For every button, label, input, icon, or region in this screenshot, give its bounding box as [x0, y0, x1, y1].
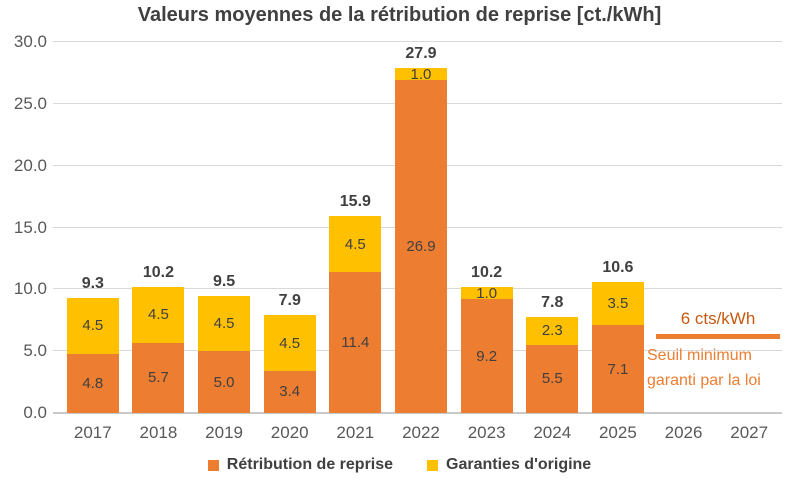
x-tick-label-2020: 2020 — [270, 423, 309, 442]
bar-segment-garanties-2018: 4.5 — [132, 286, 185, 343]
bar-total-label-2023: 10.2 — [471, 263, 503, 281]
y-tick-label: 15.0 — [13, 217, 47, 237]
bar-segment-retribution-2023: 9.2 — [460, 299, 513, 413]
bar-segment-garanties-2019: 4.5 — [198, 295, 251, 352]
bar-total-label-2020: 7.9 — [278, 292, 301, 310]
stacked-bar-2018: 4.5 5.7 — [132, 286, 185, 413]
bar-total-label-2017: 9.3 — [81, 275, 104, 292]
bar-slot-2022: 1.0 26.9 27.9 — [388, 42, 454, 413]
bar-total-label-2025: 10.6 — [602, 258, 634, 276]
legend-item-retribution: Rétribution de reprise — [207, 456, 394, 474]
bar-total-label-2018: 10.2 — [142, 263, 174, 281]
bar-segment-garanties-2024: 2.3 — [526, 316, 579, 345]
x-tick-label-2019: 2019 — [205, 423, 243, 442]
legend-item-garanties: Garanties d'origine — [427, 456, 591, 474]
bar-slot-2021: 4.5 11.4 15.9 — [323, 42, 389, 413]
y-tick-label: 25.0 — [13, 93, 47, 113]
bar-slot-2024: 2.3 5.5 7.8 — [519, 42, 585, 413]
bar-segment-garanties-2025: 3.5 — [591, 281, 644, 326]
chart-title: Valeurs moyennes de la rétribution de re… — [137, 4, 662, 26]
x-tick-label-2027: 2027 — [730, 423, 769, 442]
bar-slot-2017: 4.5 4.8 9.3 — [60, 42, 126, 413]
plot-area: 4.5 4.8 9.3 4.5 5.7 10.2 4.5 5.0 9.5 4.5 3.4 7.9 4.5… — [53, 41, 782, 414]
y-tick-label: 30.0 — [13, 32, 47, 51]
stacked-bar-2024: 2.3 5.5 — [526, 316, 579, 413]
x-tick-label-2018: 2018 — [139, 423, 178, 442]
legend-swatch-garanties-icon — [427, 459, 439, 471]
threshold-value-label: 6 cts/kWh — [680, 308, 756, 328]
bar-segment-garanties-2021: 4.5 — [329, 216, 382, 273]
bar-segment-retribution-2017: 4.8 — [66, 353, 119, 413]
bar-slot-2018: 4.5 5.7 10.2 — [126, 42, 192, 413]
bar-segment-retribution-2020: 3.4 — [263, 370, 316, 413]
x-axis: 2017 2018 2019 2020 2021 2022 2023 2024 2025 2026… — [60, 421, 782, 445]
gridline — [53, 41, 782, 42]
bar-slot-2023: 1.0 9.2 10.2 — [454, 42, 520, 413]
bar-segment-retribution-2021: 11.4 — [329, 272, 382, 413]
bar-segment-retribution-2018: 5.7 — [132, 342, 185, 413]
legend-swatch-retribution-icon — [207, 459, 219, 471]
x-tick-label-2023: 2023 — [467, 423, 506, 442]
stacked-bar-2019: 4.5 5.0 — [198, 295, 251, 413]
x-tick-label-2017: 2017 — [73, 423, 112, 442]
bar-segment-retribution-2024: 5.5 — [526, 344, 579, 413]
y-tick-label: 5.0 — [23, 341, 47, 361]
y-tick-label: 20.0 — [13, 155, 47, 175]
stacked-bar-2017: 4.5 4.8 — [66, 298, 119, 413]
x-tick-label-2021: 2021 — [336, 423, 375, 442]
legend: Rétribution de reprise Garanties d'origi… — [0, 456, 799, 474]
stacked-bar-2020: 4.5 3.4 — [263, 315, 316, 413]
threshold-line — [656, 333, 780, 339]
bar-total-label-2021: 15.9 — [339, 193, 371, 211]
y-tick-label: 0.0 — [23, 403, 47, 422]
threshold-description-line1: Seuil minimum — [647, 346, 752, 364]
bar-total-label-2022: 27.9 — [405, 44, 437, 62]
bar-total-label-2024: 7.8 — [541, 293, 564, 311]
threshold-description: Seuil minimum garanti par la loi — [647, 343, 782, 393]
x-tick-label-2022: 2022 — [402, 423, 440, 442]
bar-segment-garanties-2023: 1.0 — [460, 285, 513, 302]
bar-segment-retribution-2019: 5.0 — [198, 351, 251, 413]
y-axis: 0.0 5.0 10.0 15.0 20.0 25.0 30.0 — [0, 32, 47, 422]
bar-segment-garanties-2017: 4.5 — [66, 298, 119, 354]
bar-segment-retribution-2022: 26.9 — [394, 80, 447, 413]
bar-slot-2019: 4.5 5.0 9.5 — [191, 42, 257, 413]
bar-total-label-2019: 9.5 — [212, 272, 236, 290]
stacked-bar-2025: 3.5 7.1 — [591, 281, 644, 413]
bar-segment-retribution-2025: 7.1 — [591, 325, 644, 413]
threshold-description-line2: garanti par la loi — [647, 371, 761, 389]
x-tick-label-2025: 2025 — [598, 423, 637, 442]
stacked-bar-2022: 1.0 26.9 — [394, 66, 447, 413]
y-tick-label: 10.0 — [13, 279, 47, 299]
x-axis-line — [53, 412, 782, 414]
legend-label-retribution: Rétribution de reprise — [226, 456, 394, 473]
bar-segment-garanties-2020: 4.5 — [263, 315, 316, 371]
bar-slot-2020: 4.5 3.4 7.9 — [257, 42, 323, 413]
bar-segment-garanties-2022: 1.0 — [394, 66, 447, 83]
stacked-bar-2023: 1.0 9.2 — [460, 285, 513, 413]
stacked-bar-2021: 4.5 11.4 — [329, 216, 382, 413]
x-tick-label-2026: 2026 — [664, 423, 703, 442]
legend-label-garanties: Garanties d'origine — [446, 456, 592, 473]
bar-slot-2025: 3.5 7.1 10.6 — [585, 42, 651, 413]
x-tick-label-2024: 2024 — [533, 423, 572, 442]
